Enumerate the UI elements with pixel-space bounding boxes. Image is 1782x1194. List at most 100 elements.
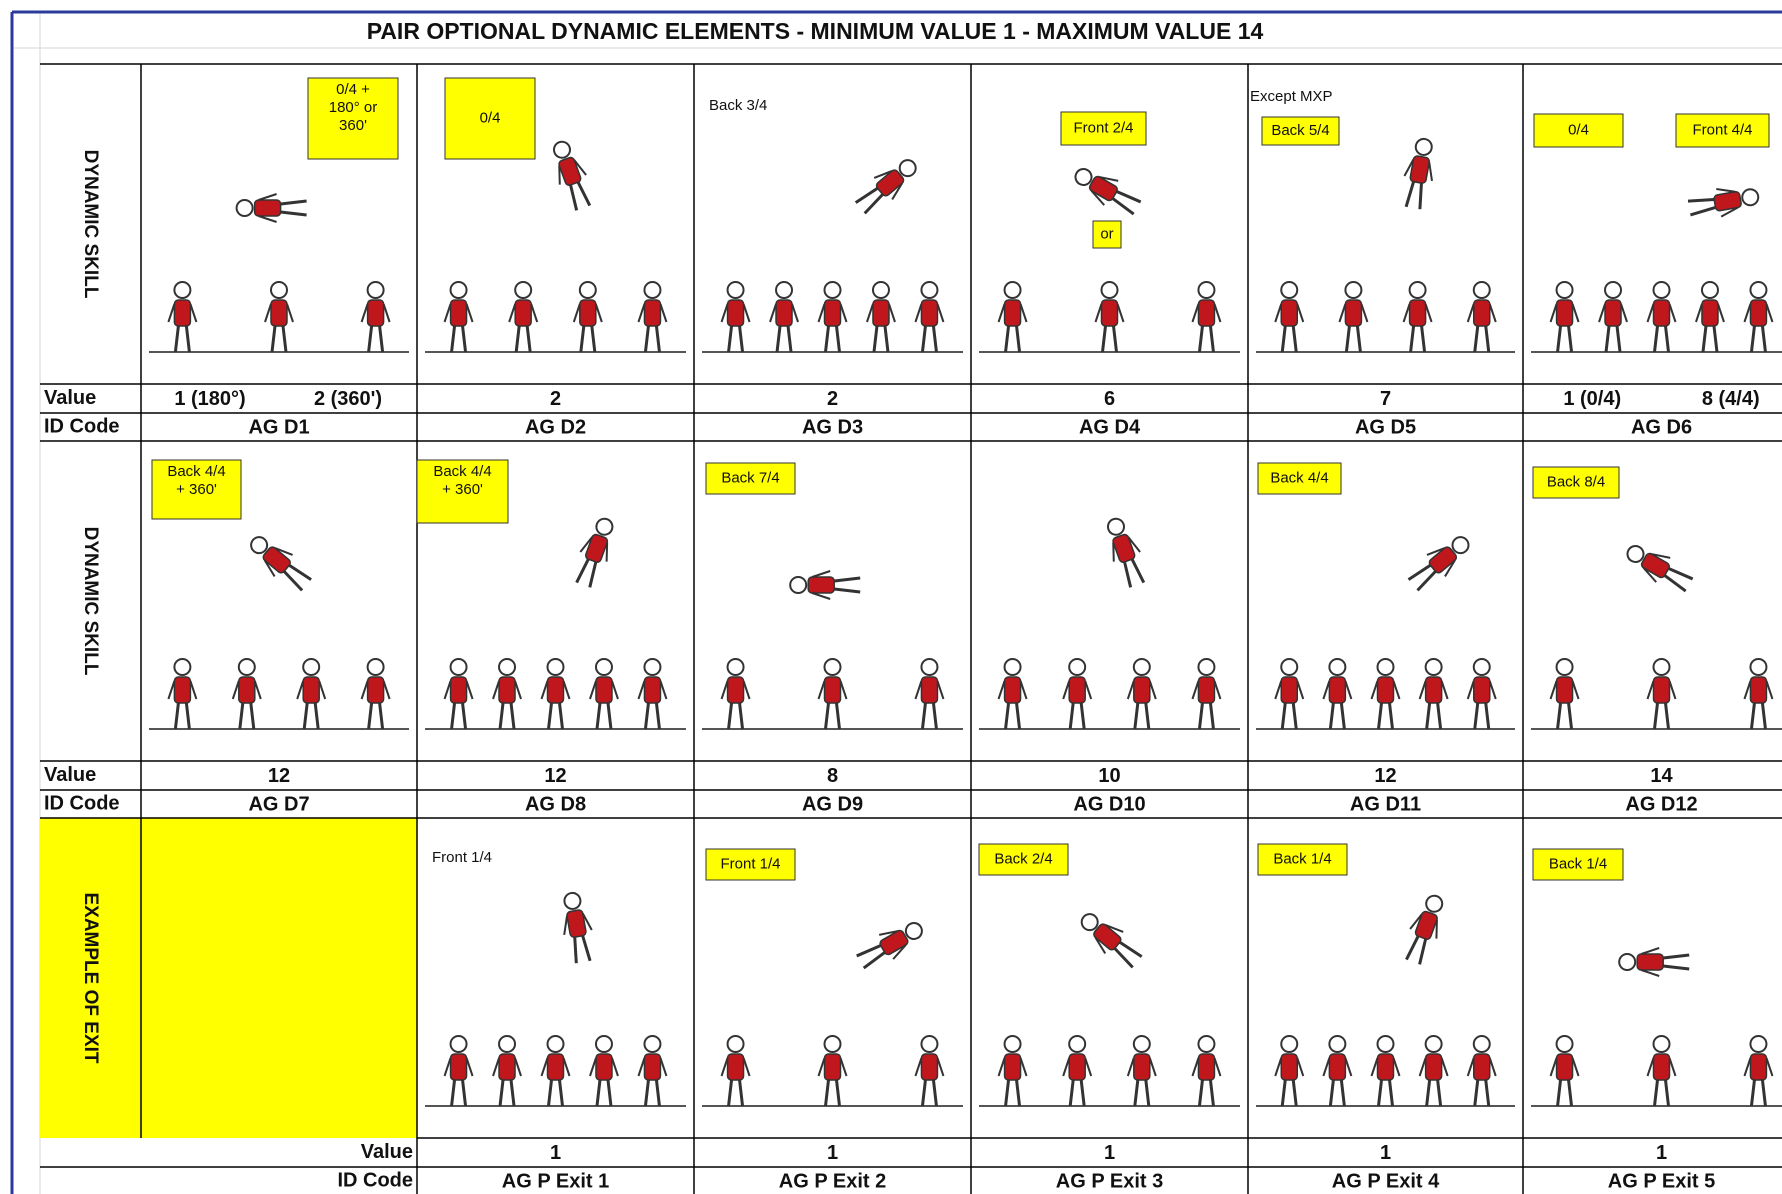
figure-arms xyxy=(540,1057,571,1077)
gymnast-figure xyxy=(589,658,619,730)
value: 1 (180°) xyxy=(174,388,245,410)
value: 10 xyxy=(1098,765,1120,787)
tag-box xyxy=(705,462,796,495)
figure-body xyxy=(558,156,582,186)
figure-body xyxy=(1328,676,1347,704)
figure-head xyxy=(1555,658,1574,676)
value: 1 xyxy=(550,1142,561,1164)
figure-body xyxy=(1093,923,1122,951)
figure-body xyxy=(253,199,282,217)
figure-legs xyxy=(1556,325,1574,353)
gymnast-figure xyxy=(1274,1035,1305,1107)
figure-body xyxy=(879,929,909,956)
tag-text: Back 4/4 xyxy=(167,463,225,480)
figure-arms xyxy=(1549,1057,1580,1077)
figure-body xyxy=(1604,299,1622,327)
figure-head xyxy=(1700,281,1719,299)
figure-body xyxy=(823,299,842,327)
figure-head xyxy=(1197,281,1216,299)
figure-head xyxy=(498,658,517,676)
figure-arms xyxy=(997,680,1028,700)
figure-body xyxy=(1555,676,1574,704)
figure-head xyxy=(594,1035,613,1053)
figure-head xyxy=(920,1035,939,1053)
figure-arms xyxy=(1126,1057,1157,1077)
figure-legs xyxy=(302,702,320,730)
figure-legs xyxy=(1328,1079,1346,1107)
tag-text: Back 2/4 xyxy=(994,850,1052,867)
value: 8 xyxy=(827,765,838,787)
figure-body xyxy=(726,1053,745,1081)
gymnast-figure xyxy=(914,281,945,353)
figure-body xyxy=(366,676,385,704)
gymnast-figure xyxy=(1407,536,1470,592)
figure-arms xyxy=(1403,158,1433,182)
figure-body xyxy=(1652,1053,1671,1081)
figure-body xyxy=(920,676,939,704)
figure-legs xyxy=(1653,1079,1670,1107)
tag-text: Front 2/4 xyxy=(1073,119,1133,136)
figure-head xyxy=(1472,658,1491,676)
figure-arms xyxy=(1646,1057,1677,1077)
gymnast-figure xyxy=(817,658,848,730)
figure-arms xyxy=(1549,303,1580,323)
id-code: AG D11 xyxy=(1350,793,1421,815)
gymnast-figure xyxy=(1626,545,1694,593)
figure-arms xyxy=(1370,680,1401,700)
figure-arms xyxy=(589,1057,619,1077)
figure-arms xyxy=(817,1057,848,1077)
figure-head xyxy=(823,658,842,676)
figure-body xyxy=(1133,676,1151,704)
gymnast-figure xyxy=(1191,281,1222,353)
tag-text: Front 1/4 xyxy=(720,855,780,872)
figure-head xyxy=(302,658,321,676)
id-code: AG D4 xyxy=(1079,416,1141,438)
section-label: DYNAMIC SKILL xyxy=(80,150,101,299)
figure-legs xyxy=(498,702,516,730)
section-label: DYNAMIC SKILL xyxy=(80,527,101,676)
gymnast-figure xyxy=(1549,281,1580,353)
figure-legs xyxy=(1425,702,1443,730)
gymnast-figure xyxy=(817,1035,848,1107)
figure-body xyxy=(1133,1053,1151,1081)
figure-legs xyxy=(1473,702,1491,730)
figure-legs xyxy=(643,702,661,730)
figure-arms xyxy=(1094,924,1124,954)
gymnast-figure xyxy=(637,1035,668,1107)
figure-arms xyxy=(540,680,571,700)
figure-body xyxy=(173,676,192,704)
figure-head xyxy=(594,658,613,676)
gymnast-figure xyxy=(854,159,917,215)
figure-head xyxy=(823,281,842,299)
figure-head xyxy=(1424,658,1443,676)
figure-head xyxy=(1408,281,1427,299)
figure-body xyxy=(1701,299,1719,327)
gymnast-figure xyxy=(1598,281,1628,353)
figure-arms xyxy=(1062,1057,1093,1077)
figure-legs xyxy=(1068,1079,1086,1107)
figure-body xyxy=(807,576,835,594)
gymnast-figure xyxy=(1062,1035,1093,1107)
figure-arms xyxy=(873,170,903,200)
figure-head xyxy=(1003,658,1022,676)
gymnast-figure xyxy=(540,1035,571,1107)
figure-legs xyxy=(173,702,191,730)
figure-body xyxy=(1424,1053,1443,1081)
tag-box xyxy=(307,77,399,160)
figure-legs xyxy=(514,325,532,353)
figure-arms xyxy=(1716,188,1739,218)
figure-head xyxy=(250,536,269,555)
figure-legs xyxy=(450,325,468,353)
figure-head xyxy=(1328,658,1347,676)
gymnast-figure xyxy=(1418,1035,1449,1107)
figure-legs xyxy=(1004,702,1022,730)
figure-head xyxy=(1749,281,1768,299)
gymnast-figure xyxy=(167,658,198,730)
tag-box xyxy=(1092,220,1122,249)
gymnast-figure xyxy=(720,1035,751,1107)
tag-box xyxy=(1533,113,1624,148)
figure-arms xyxy=(443,680,474,700)
figure-arms xyxy=(360,303,391,323)
figure-body xyxy=(875,169,905,197)
